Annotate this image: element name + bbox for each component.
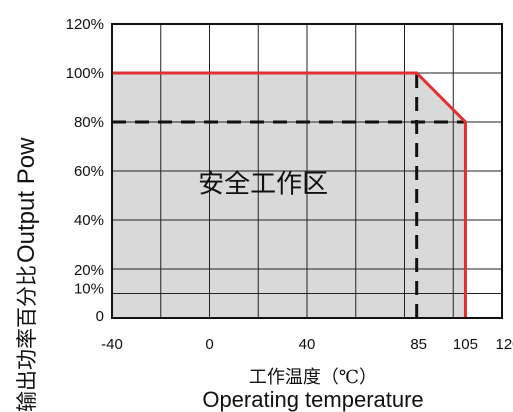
x-tick-label: -40	[101, 336, 123, 353]
y-axis-label: 输出功率百分比Output Pow	[13, 137, 40, 412]
safe-area-label: 安全工作区	[198, 169, 328, 199]
reference-lines	[112, 73, 466, 318]
plot-frame	[111, 23, 503, 319]
y-tick-label: 40%	[74, 212, 104, 229]
y-tick-label: 100%	[66, 65, 104, 82]
x-tick-label: 120	[495, 336, 513, 353]
y-tick-label: 60%	[74, 163, 104, 180]
x-tick-label: 40	[299, 336, 316, 353]
x-axis-label-en: Operating temperature	[202, 387, 423, 412]
y-tick-label: 0	[96, 308, 104, 325]
derating-curve	[112, 71, 467, 318]
x-axis-label-cn: 工作温度（℃）	[249, 367, 377, 388]
y-axis-label-cn: 输出功率百分比Output Pow	[13, 137, 40, 412]
y-tick-labels: 0 10% 20% 40% 60% 80% 100% 120%	[66, 16, 104, 325]
y-tick-label: 80%	[74, 114, 104, 131]
y-tick-label: 20%	[74, 262, 104, 279]
y-tick-label: 10%	[74, 281, 104, 298]
x-tick-label: 85	[410, 336, 427, 353]
x-tick-label: 105	[453, 336, 478, 353]
x-tick-label: 0	[205, 336, 213, 353]
y-tick-label: 120%	[66, 16, 104, 33]
safe-operating-area	[112, 73, 466, 318]
x-tick-labels: -40 0 40 85 105 120	[101, 336, 513, 353]
